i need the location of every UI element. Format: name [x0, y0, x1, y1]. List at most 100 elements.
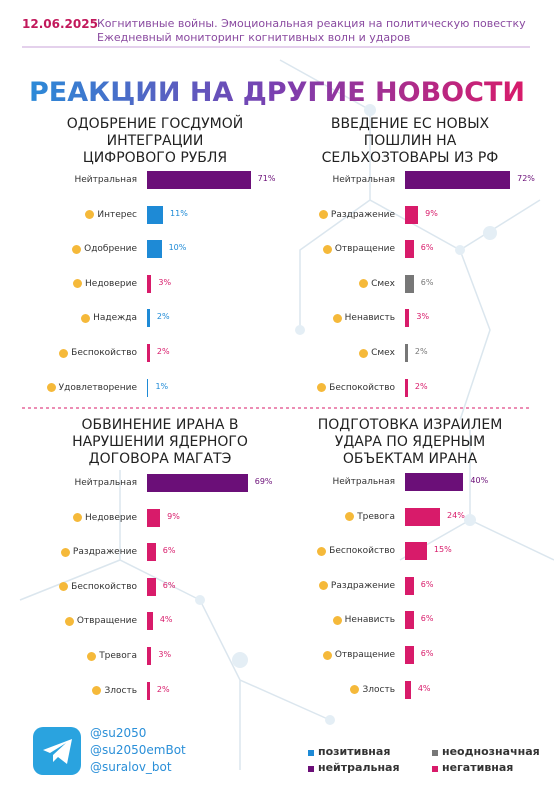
category-label: Нейтральная	[7, 173, 138, 187]
value-label: 2%	[414, 381, 428, 391]
bar	[405, 507, 441, 526]
value-label: 3%	[158, 277, 172, 287]
value-label: 40%	[470, 476, 489, 485]
category-text: Тревога	[99, 651, 137, 661]
category-text: Беспокойство	[329, 382, 395, 393]
bar	[405, 205, 419, 224]
emoji-icon	[332, 615, 342, 625]
category-label: Смех	[265, 346, 395, 360]
category-label: Раздражение	[265, 579, 395, 593]
value-label: 15%	[433, 545, 452, 555]
bar	[405, 473, 464, 491]
bar	[147, 240, 162, 259]
handle: @su2050emBot	[90, 743, 186, 757]
emoji-icon	[60, 547, 70, 557]
category-label: Отвращение	[265, 648, 395, 662]
legend-swatch	[308, 750, 314, 756]
category-label: Злость	[265, 683, 395, 697]
value-label: 72%	[517, 174, 535, 183]
emoji-icon	[318, 210, 328, 220]
value-label: 2%	[156, 347, 170, 356]
telegram-icon	[33, 727, 81, 775]
category-label: Удовлетворение	[7, 381, 137, 395]
category-text: Ненависть	[344, 615, 395, 626]
emoji-icon	[322, 244, 332, 254]
bar	[147, 274, 152, 293]
category-text: Беспокойство	[71, 581, 137, 592]
category-label: Отвращение	[7, 614, 137, 628]
legend-swatch	[308, 766, 314, 772]
emoji-icon	[85, 210, 95, 220]
bar	[405, 274, 414, 293]
emoji-icon	[87, 651, 97, 661]
category-label: Одобрение	[7, 242, 137, 256]
emoji-icon	[318, 581, 328, 591]
category-label: Нейтральная	[265, 475, 396, 489]
category-label: Ненависть	[265, 613, 395, 627]
chart-title: ОБВИНЕНИЕ ИРАНА В НАРУШЕНИИ ЯДЕРНОГО ДОГ…	[72, 417, 248, 467]
emoji-icon	[81, 313, 91, 323]
bar	[147, 543, 156, 562]
category-label: Беспокойство	[7, 580, 137, 594]
category-text: Удовлетворение	[58, 382, 137, 393]
emoji-icon	[59, 348, 69, 358]
value-label: 3%	[158, 650, 172, 659]
value-label: 6%	[162, 546, 176, 556]
emoji-icon	[317, 546, 327, 556]
legend-label: позитивная	[318, 745, 391, 758]
category-text: Беспокойство	[71, 348, 137, 358]
category-text: Надежда	[93, 313, 137, 324]
value-label: 1%	[155, 381, 169, 391]
emoji-icon	[46, 383, 56, 393]
bar	[405, 344, 408, 362]
chart-title: ВВЕДЕНИЕ ЕС НОВЫХ ПОШЛИН НА СЕЛЬХОЗТОВАР…	[321, 116, 499, 166]
bar	[147, 474, 248, 492]
category-text: Отвращение	[334, 650, 395, 660]
value-label: 10%	[168, 243, 187, 253]
bar	[147, 205, 164, 224]
emoji-icon	[359, 279, 369, 289]
bar	[147, 508, 161, 527]
category-label: Раздражение	[7, 545, 137, 559]
bar	[147, 577, 156, 596]
category-label: Недоверие	[7, 511, 137, 525]
category-text: Злость	[362, 684, 395, 695]
category-text: Раздражение	[330, 209, 395, 220]
value-label: 9%	[425, 208, 438, 218]
value-label: 71%	[257, 174, 276, 183]
category-text: Недоверие	[85, 512, 137, 523]
value-label: 2%	[414, 347, 428, 356]
date: 12.06.2025	[22, 17, 98, 31]
bar	[405, 542, 427, 561]
value-label: 2%	[156, 312, 170, 322]
bar	[147, 309, 150, 328]
emoji-icon	[345, 512, 355, 522]
category-label: Тревога	[7, 649, 137, 663]
bar	[405, 171, 511, 189]
category-label: Раздражение	[265, 208, 395, 222]
handle: @suralov_bot	[90, 760, 172, 774]
legend-label: неоднозначная	[442, 745, 540, 758]
emoji-icon	[332, 313, 342, 323]
category-text: Ненависть	[344, 313, 395, 324]
category-text: Беспокойство	[329, 546, 395, 557]
category-label: Злость	[7, 684, 137, 698]
category-label: Интерес	[7, 208, 137, 222]
category-text: Смех	[371, 348, 395, 358]
chart-title: ОДОБРЕНИЕ ГОСДУМОЙ ИНТЕГРАЦИИ ЦИФРОВОГО …	[66, 116, 244, 166]
value-label: 6%	[420, 649, 434, 658]
category-text: Нейтральная	[74, 175, 138, 185]
category-label: Нейтральная	[265, 173, 396, 187]
value-label: 11%	[170, 208, 188, 218]
value-label: 4%	[159, 615, 173, 625]
category-text: Недоверие	[85, 278, 137, 289]
category-text: Интерес	[97, 209, 137, 220]
emoji-icon	[59, 582, 69, 592]
value-label: 4%	[417, 683, 431, 693]
category-text: Нейтральная	[332, 175, 396, 185]
category-label: Беспокойство	[265, 381, 395, 395]
category-label: Ненависть	[265, 311, 395, 325]
value-label: 9%	[167, 511, 180, 521]
